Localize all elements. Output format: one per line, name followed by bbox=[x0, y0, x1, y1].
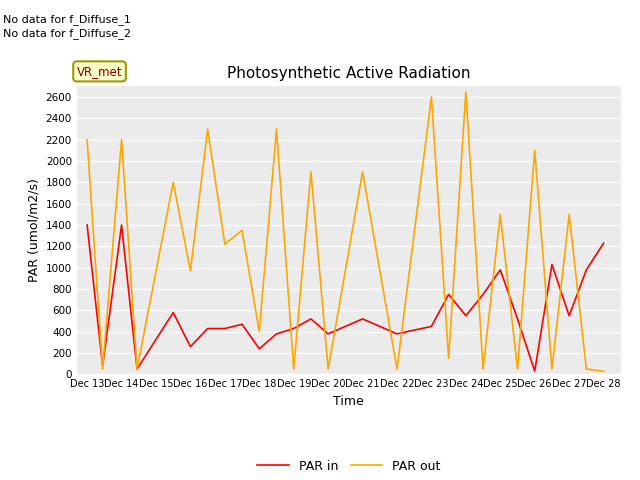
PAR out bbox=[133, 366, 141, 372]
PAR out bbox=[238, 228, 246, 233]
PAR out bbox=[600, 368, 607, 374]
PAR out bbox=[255, 329, 263, 335]
PAR in bbox=[324, 331, 332, 337]
Line: PAR in: PAR in bbox=[87, 225, 604, 371]
PAR out bbox=[548, 366, 556, 372]
PAR in bbox=[307, 316, 315, 322]
PAR in bbox=[565, 313, 573, 319]
PAR out bbox=[290, 366, 298, 372]
PAR in bbox=[221, 325, 228, 331]
PAR out bbox=[514, 366, 522, 372]
PAR in bbox=[255, 346, 263, 352]
PAR out bbox=[445, 356, 452, 361]
Text: VR_met: VR_met bbox=[77, 65, 122, 78]
PAR in bbox=[462, 313, 470, 319]
PAR out bbox=[497, 212, 504, 217]
PAR out bbox=[359, 169, 367, 175]
PAR in bbox=[359, 316, 367, 322]
PAR out bbox=[307, 169, 315, 175]
PAR out bbox=[221, 241, 228, 247]
PAR in bbox=[118, 222, 125, 228]
Y-axis label: PAR (umol/m2/s): PAR (umol/m2/s) bbox=[27, 179, 40, 282]
PAR in bbox=[582, 267, 590, 273]
PAR in bbox=[290, 325, 298, 331]
PAR out bbox=[170, 180, 177, 185]
PAR in bbox=[445, 291, 452, 297]
PAR out bbox=[187, 268, 195, 274]
PAR in bbox=[514, 316, 522, 322]
PAR out bbox=[565, 212, 573, 217]
PAR in bbox=[393, 331, 401, 337]
PAR in bbox=[83, 222, 91, 228]
PAR out bbox=[479, 366, 487, 372]
Legend: PAR in, PAR out: PAR in, PAR out bbox=[252, 455, 445, 478]
PAR out bbox=[273, 126, 280, 132]
PAR in bbox=[479, 291, 487, 297]
PAR in bbox=[133, 366, 141, 372]
PAR out bbox=[83, 137, 91, 143]
PAR in bbox=[428, 324, 435, 329]
PAR out bbox=[118, 137, 125, 143]
PAR in bbox=[531, 368, 539, 374]
PAR out bbox=[99, 366, 106, 372]
PAR in bbox=[600, 240, 607, 246]
PAR out bbox=[462, 89, 470, 95]
PAR out bbox=[428, 94, 435, 100]
Text: No data for f_Diffuse_2: No data for f_Diffuse_2 bbox=[3, 28, 131, 39]
PAR out bbox=[204, 126, 211, 132]
Text: No data for f_Diffuse_1: No data for f_Diffuse_1 bbox=[3, 13, 131, 24]
PAR in bbox=[273, 331, 280, 337]
X-axis label: Time: Time bbox=[333, 395, 364, 408]
PAR in bbox=[497, 267, 504, 273]
PAR in bbox=[187, 344, 195, 349]
Line: PAR out: PAR out bbox=[87, 92, 604, 371]
Title: Photosynthetic Active Radiation: Photosynthetic Active Radiation bbox=[227, 66, 470, 81]
PAR out bbox=[324, 366, 332, 372]
PAR out bbox=[531, 147, 539, 153]
PAR in bbox=[99, 363, 106, 369]
PAR in bbox=[170, 310, 177, 315]
PAR in bbox=[238, 322, 246, 327]
PAR out bbox=[582, 366, 590, 372]
PAR in bbox=[548, 262, 556, 267]
PAR in bbox=[204, 325, 211, 331]
PAR out bbox=[393, 366, 401, 372]
